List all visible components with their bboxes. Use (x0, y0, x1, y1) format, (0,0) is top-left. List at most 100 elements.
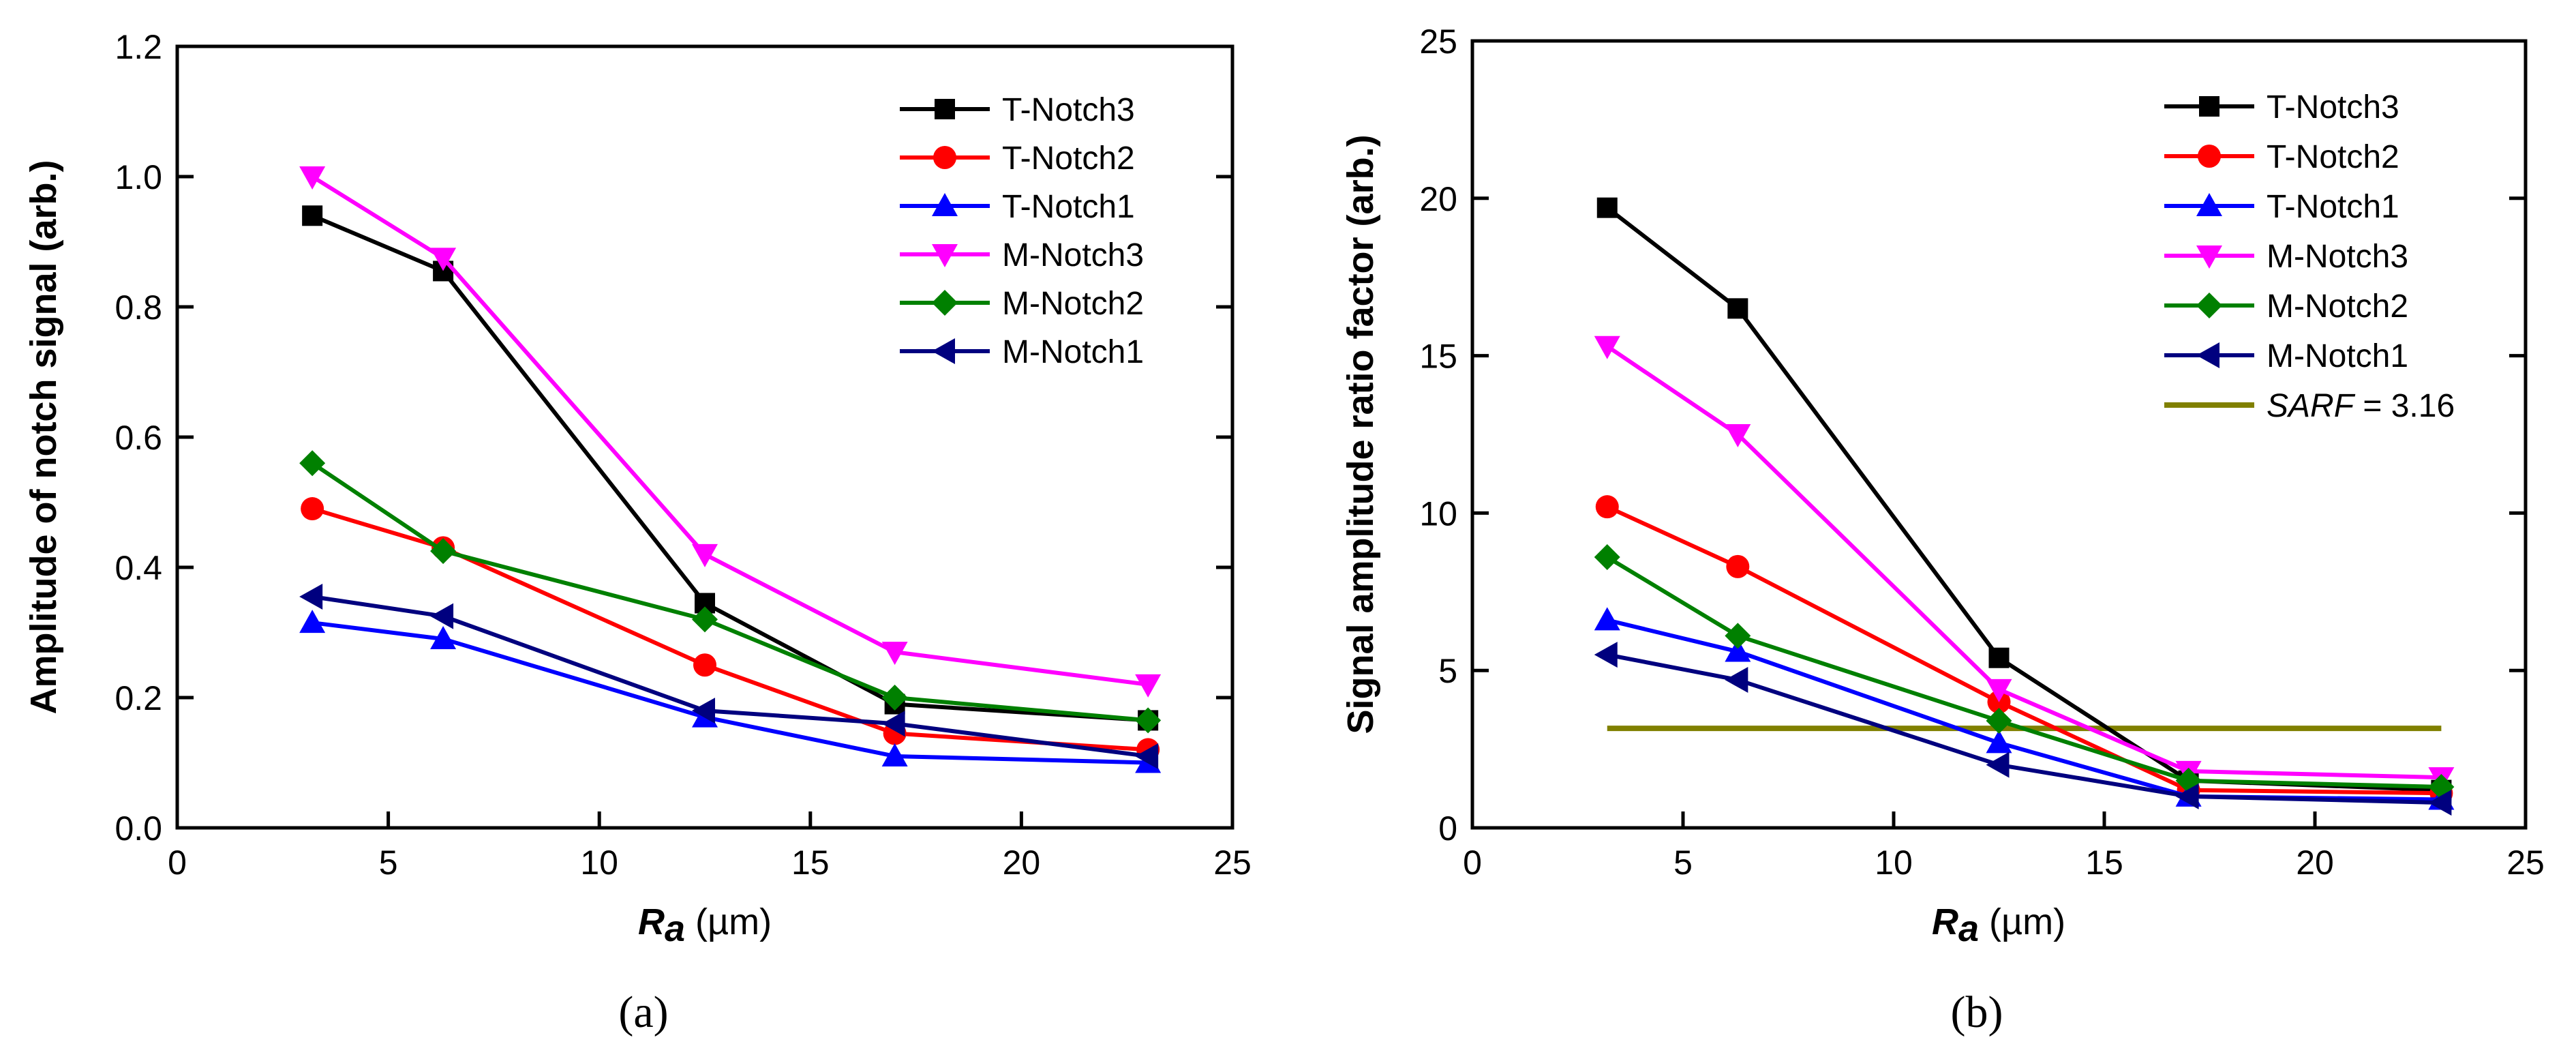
y-tick-label: 0 (1438, 809, 1457, 848)
legend-item-t-notch2: T-Notch2 (2164, 139, 2399, 175)
legend-item-m-notch2: M-Notch2 (2164, 288, 2408, 325)
y-tick-label: 1.2 (115, 28, 162, 66)
legend-swatch-marker (2199, 96, 2219, 117)
data-point-t-notch1 (1986, 730, 2012, 754)
data-point-m-notch2 (1594, 544, 1620, 571)
legend-label: T-Notch1 (1002, 189, 1135, 225)
legend: T-Notch3 T-Notch2 T-Notch1 M-Notch3 M-Notch2… (900, 92, 1144, 370)
y-axis: 0.0 0.2 0.4 0.6 0.8 1.0 1.2 (115, 28, 1232, 848)
legend-swatch-marker (932, 193, 958, 216)
legend-label: M-Notch1 (1002, 334, 1144, 370)
legend-label: M-Notch2 (2267, 288, 2408, 325)
sarf-value: = 3.16 (2354, 388, 2455, 424)
data-point-t-notch1 (430, 626, 457, 650)
x-tick-label: 0 (1463, 844, 1482, 882)
legend: T-Notch3 T-Notch2 T-Notch1 M-Notch3 M-Notch2… (2164, 89, 2455, 424)
legend-item-m-notch3: M-Notch3 (900, 237, 1144, 273)
y-axis: 0 5 10 15 20 25 (1419, 23, 2526, 848)
y-tick-label: 15 (1419, 338, 1457, 376)
series-line-m-notch2 (311, 461, 1149, 723)
data-point-m-notch2 (881, 685, 908, 711)
data-point-m-notch3 (1986, 678, 2012, 702)
y-tick-label: 0.8 (115, 288, 162, 327)
data-point-m-notch3 (881, 642, 908, 666)
data-point-m-notch2 (1135, 707, 1162, 734)
x-tick-label: 15 (2085, 844, 2123, 882)
legend-swatch-marker (2196, 342, 2219, 368)
legend-label: T-Notch1 (2267, 189, 2399, 225)
legend-item-t-notch1: T-Notch1 (900, 189, 1135, 225)
y-tick-label: 0.2 (115, 679, 162, 717)
data-point-m-notch2 (1725, 623, 1751, 649)
y-tick-label: 0.4 (115, 549, 162, 587)
data-point-t-notch1 (881, 743, 908, 766)
y-tick-label: 25 (1419, 23, 1457, 61)
legend-swatch-marker (2198, 145, 2221, 168)
data-point-t-notch1 (1725, 638, 1751, 662)
x-tick-label: 0 (168, 844, 187, 882)
legend-label: M-Notch3 (2267, 239, 2408, 275)
legend-item-t-notch3: T-Notch3 (2164, 89, 2399, 125)
data-point-t-notch3 (1596, 197, 1618, 218)
x-axis-unit: (µm) (1979, 901, 2065, 942)
plot-frame (1470, 39, 2528, 830)
legend-label: T-Notch2 (2267, 139, 2399, 175)
data-point-m-notch1 (430, 603, 454, 629)
y-tick-label: 1.0 (115, 158, 162, 196)
x-tick-label: 25 (2506, 844, 2545, 882)
sarf-symbol: SARF (2267, 388, 2356, 424)
series-group (1594, 197, 2455, 816)
legend-label: T-Notch3 (2267, 89, 2399, 125)
x-tick-label: 5 (379, 844, 398, 882)
legend-item-m-notch2: M-Notch2 (900, 286, 1144, 322)
panel-a: 0 5 10 15 20 25 0.0 0.2 0.4 0.6 0.8 1.0 1.2 T-Notch… (23, 28, 1252, 1037)
data-point-m-notch2 (1986, 708, 2012, 734)
legend-label: T-Notch2 (1002, 140, 1135, 177)
data-point-m-notch3 (692, 543, 718, 567)
x-tick-label: 10 (580, 844, 618, 882)
x-axis: 0 5 10 15 20 25 (1463, 811, 2545, 882)
data-point-m-notch1 (1594, 642, 1618, 668)
data-point-m-notch3 (430, 248, 457, 271)
panel-label: (b) (1951, 987, 2003, 1037)
y-axis-title: Amplitude of notch signal (arb.) (23, 160, 64, 715)
data-point-t-notch1 (1594, 607, 1620, 631)
data-point-m-notch1 (299, 583, 323, 610)
x-axis-title: Ra (µm) (638, 901, 772, 949)
x-axis-unit: (µm) (685, 901, 772, 942)
data-point-t-notch2 (301, 497, 324, 521)
x-tick-label: 5 (1673, 844, 1693, 882)
data-point-m-notch3 (1725, 424, 1751, 447)
legend-item-m-notch3: M-Notch3 (2164, 239, 2408, 275)
legend-swatch-marker (933, 146, 956, 169)
legend-item-m-notch1: M-Notch1 (2164, 338, 2408, 374)
legend-label: M-Notch3 (1002, 237, 1144, 273)
x-tick-label: 10 (1875, 844, 1913, 882)
data-point-t-notch3 (1727, 298, 1748, 319)
data-point-t-notch3 (1988, 647, 2010, 668)
legend-swatch-marker (935, 99, 955, 119)
legend-label: M-Notch2 (1002, 286, 1144, 322)
x-tick-label: 20 (1003, 844, 1041, 882)
data-point-t-notch1 (299, 610, 326, 633)
legend-swatch-marker (932, 244, 958, 267)
data-point-m-notch1 (2175, 783, 2199, 809)
legend-item-t-notch2: T-Notch2 (900, 140, 1135, 177)
data-point-t-notch2 (1726, 554, 1750, 578)
legend-swatch-marker (2196, 245, 2222, 269)
data-point-m-notch1 (1725, 667, 1748, 693)
legend-item-m-notch1: M-Notch1 (900, 334, 1144, 370)
data-point-m-notch1 (1986, 751, 2010, 778)
y-tick-label: 20 (1419, 180, 1457, 218)
x-axis-subscript: a (1958, 908, 1979, 949)
data-point-m-notch3 (1135, 674, 1162, 698)
series-group (299, 166, 1162, 773)
data-point-m-notch3 (299, 166, 326, 190)
legend-item-t-notch3: T-Notch3 (900, 92, 1135, 128)
x-axis: 0 5 10 15 20 25 (168, 811, 1252, 882)
legend-swatch-marker (2196, 193, 2222, 216)
y-tick-label: 10 (1419, 494, 1457, 533)
legend-swatch-marker (932, 290, 958, 316)
data-point-m-notch2 (299, 450, 326, 477)
